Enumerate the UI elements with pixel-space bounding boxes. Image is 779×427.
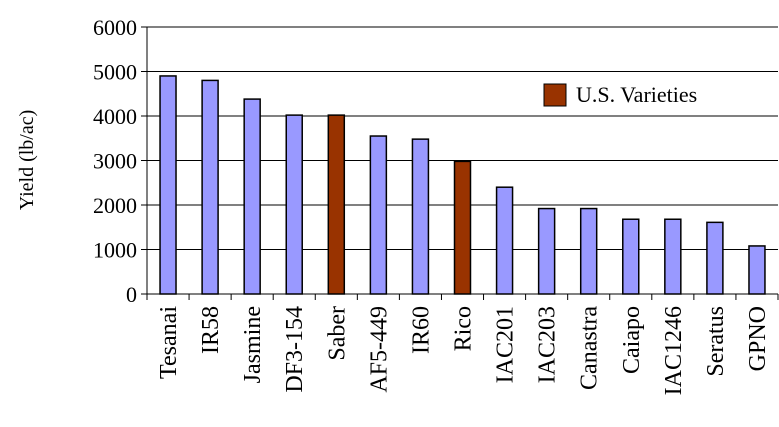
x-tick-label: GPNO — [745, 306, 771, 371]
bar-df3-154 — [285, 114, 303, 295]
x-tick-label: IAC1246 — [661, 306, 687, 395]
bar-ir58 — [201, 79, 219, 295]
y-tick-label: 0 — [126, 282, 137, 307]
legend-label-us-varieties: U.S. Varieties — [576, 82, 697, 107]
x-tick-label: Rico — [451, 306, 477, 351]
x-tick-label: IR60 — [408, 306, 434, 354]
bar-gpno — [748, 245, 766, 295]
x-tick-label: Canastra — [577, 306, 603, 390]
bar-tesanai — [159, 75, 177, 295]
legend-swatch-us-varieties — [543, 83, 567, 107]
legend: U.S. Varieties — [543, 82, 697, 107]
x-tick-label: AF5-449 — [366, 306, 392, 393]
x-tick-label: Jasmine — [240, 306, 266, 383]
y-tick-label: 3000 — [93, 149, 137, 174]
y-tick-label: 6000 — [93, 15, 137, 40]
bar-saber — [327, 114, 346, 295]
bar-canastra — [579, 207, 598, 295]
bar-rico — [453, 160, 472, 295]
y-axis-label: Yield (lb/ac) — [16, 110, 38, 211]
x-tick-labels: Tesanai IR58 Jasmine DF3-154 Saber AF5-449 IR6… — [156, 306, 771, 396]
x-tick-label: DF3-154 — [282, 306, 308, 393]
y-tick-label: 1000 — [93, 238, 137, 263]
bar-iac1246 — [664, 218, 682, 295]
x-tick-label: IAC203 — [535, 306, 561, 383]
y-tick-label: 4000 — [93, 104, 137, 129]
x-tick-label: Saber — [324, 306, 350, 361]
y-tick-labels: 0 1000 2000 3000 4000 5000 6000 — [93, 15, 137, 307]
bar-seratus — [706, 221, 724, 295]
bar-ir60 — [411, 138, 430, 295]
y-tick-label: 5000 — [93, 60, 137, 85]
bar-jasmine — [243, 98, 261, 295]
x-tick-label: Seratus — [703, 306, 729, 377]
bar-iac203 — [537, 207, 556, 295]
bar-caiapo — [622, 218, 640, 295]
bar-iac201 — [495, 186, 514, 295]
x-tick-label: Tesanai — [156, 306, 182, 379]
bar-af5-449 — [369, 135, 388, 295]
axes — [141, 26, 779, 300]
x-tick-label: IR58 — [198, 306, 224, 354]
bars — [159, 75, 766, 295]
x-tick-label: Caiapo — [619, 306, 645, 374]
y-tick-label: 2000 — [93, 193, 137, 218]
x-tick-label: IAC201 — [493, 306, 519, 383]
